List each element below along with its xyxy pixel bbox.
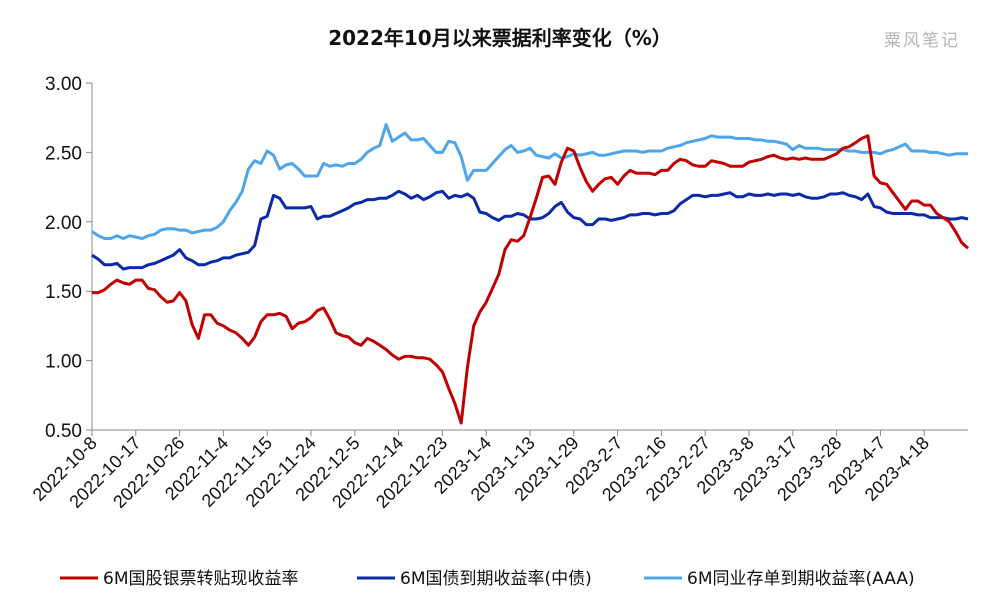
- chart-title: 2022年10月以来票据利率变化（%）: [328, 26, 672, 50]
- legend-item-cundan: 6M同业存单到期收益率(AAA): [644, 569, 915, 589]
- legend-label-guogu: 6M国股银票转贴现收益率: [103, 569, 298, 589]
- legend: 6M国股银票转贴现收益率 6M国债到期收益率(中债) 6M同业存单到期收益率(A…: [60, 569, 915, 589]
- watermark: 粟风笔记: [884, 31, 960, 51]
- series-line-guogu: [92, 134, 969, 425]
- y-tick-label: 0.50: [45, 421, 82, 442]
- plot-area: 3.00 2.50 2.00 1.50 1.00 0.50 2022-10-82022-1…: [29, 74, 969, 512]
- y-ticks: 3.00 2.50 2.00 1.50 1.00 0.50: [45, 74, 92, 442]
- y-tick-label: 1.50: [45, 282, 82, 303]
- x-ticks: 2022-10-82022-10-172022-10-262022-11-420…: [29, 430, 933, 512]
- y-tick-label: 2.00: [45, 213, 82, 234]
- legend-item-guozhai: 6M国债到期收益率(中债): [357, 569, 592, 589]
- series-line-cundan: [91, 123, 968, 240]
- y-tick-label: 1.00: [45, 352, 82, 373]
- legend-item-guogu: 6M国股银票转贴现收益率: [60, 569, 298, 589]
- legend-label-guozhai: 6M国债到期收益率(中债): [400, 569, 592, 589]
- y-tick-label: 2.50: [45, 143, 82, 164]
- series-lines: [91, 123, 969, 425]
- series-line-guozhai: [91, 189, 969, 271]
- y-tick-label: 3.00: [45, 74, 82, 95]
- legend-label-cundan: 6M同业存单到期收益率(AAA): [687, 569, 915, 589]
